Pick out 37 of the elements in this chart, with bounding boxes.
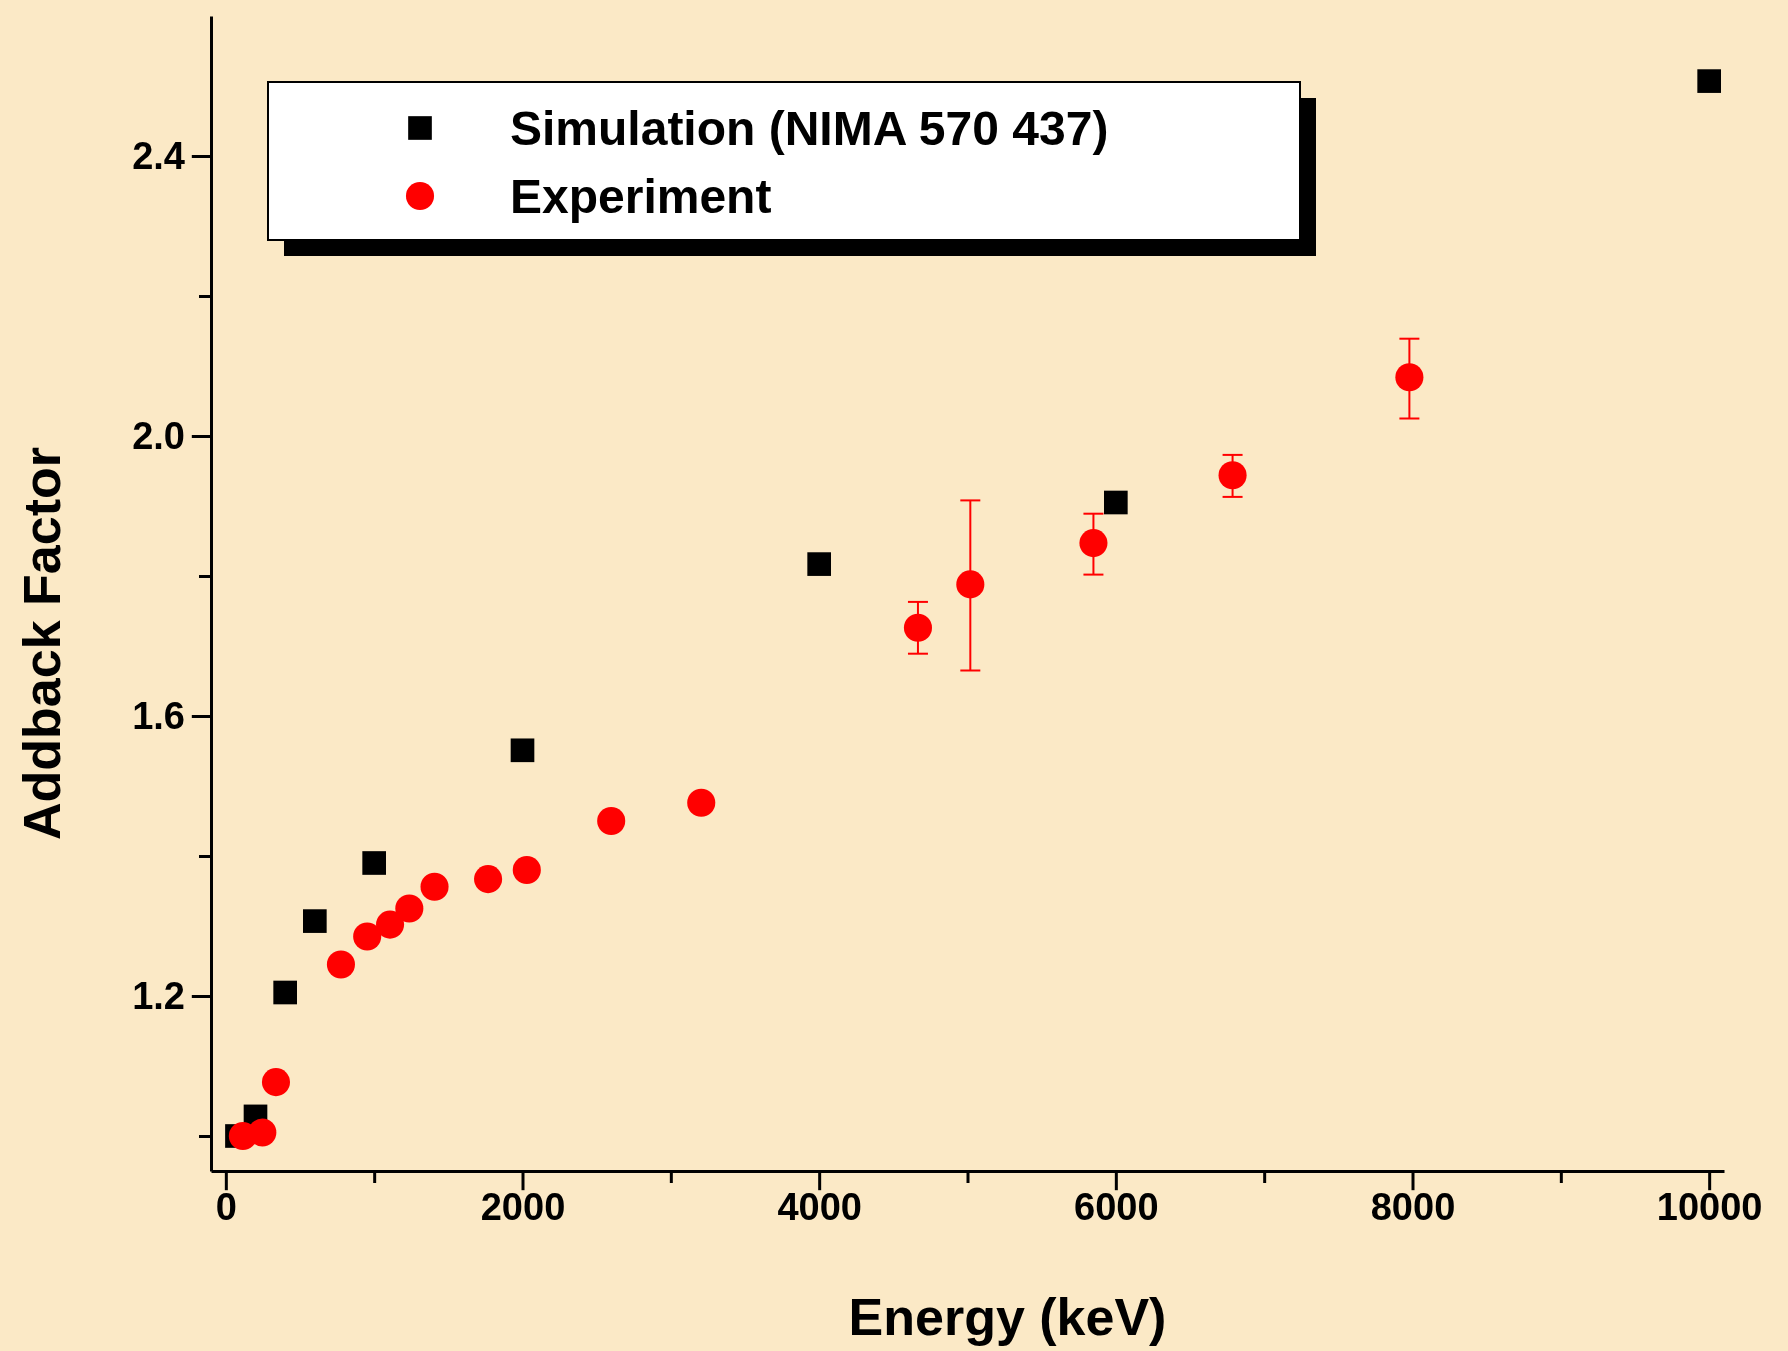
point [1697, 69, 1721, 93]
point [261, 1068, 291, 1097]
point [687, 788, 716, 817]
x-axis-title: Energy (keV) [848, 1288, 1167, 1346]
point [956, 570, 985, 599]
y-tick-label: 2.4 [132, 134, 185, 177]
x-tick-label: 8000 [1370, 1185, 1456, 1228]
x-tick-label: 10000 [1656, 1185, 1763, 1228]
point [353, 922, 382, 951]
legend-label: Experiment [510, 170, 772, 223]
point [1218, 461, 1247, 490]
x-tick-label: 2000 [480, 1185, 566, 1228]
point [273, 980, 297, 1005]
point [375, 910, 405, 939]
point [1395, 363, 1424, 392]
point [248, 1118, 277, 1147]
y-tick-label: 1.2 [132, 974, 185, 1017]
x-tick-label: 0 [215, 1185, 237, 1228]
point [395, 894, 424, 923]
point [420, 872, 449, 901]
x-tick-label: 6000 [1074, 1185, 1159, 1228]
point [326, 950, 355, 979]
point [474, 865, 503, 894]
point [510, 738, 535, 763]
point [903, 613, 932, 642]
point [1079, 529, 1108, 558]
y-tick-label: 1.6 [132, 694, 185, 737]
point [1104, 490, 1128, 515]
point [597, 806, 626, 836]
point [512, 855, 541, 885]
x-tick-label: 4000 [777, 1185, 862, 1228]
point [303, 909, 327, 933]
legend-label: Simulation (NIMA 570 437) [510, 102, 1109, 155]
y-axis-title: Addback Factor [13, 447, 71, 840]
point [807, 552, 831, 576]
point [362, 851, 386, 875]
y-tick-label: 2.0 [132, 414, 185, 457]
